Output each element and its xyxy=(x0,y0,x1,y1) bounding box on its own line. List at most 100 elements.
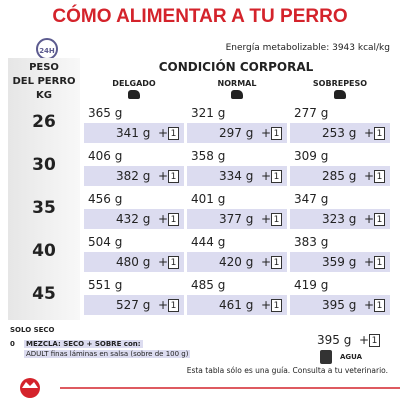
dry-amount: 277 g xyxy=(294,106,329,120)
pouch-icon: 1 xyxy=(168,126,179,140)
cell xyxy=(84,102,184,123)
cell-mix xyxy=(84,208,184,229)
dog-icon xyxy=(128,90,140,99)
pouch-icon: 1 xyxy=(374,255,385,269)
cell xyxy=(290,188,390,209)
cell-mix xyxy=(290,208,390,229)
cell xyxy=(187,188,287,209)
plus: + xyxy=(158,211,169,226)
energy: Energía metabolizable: 3943 kcal/kg xyxy=(225,43,390,53)
weight: 40 xyxy=(32,241,56,261)
pouch-icon: 1 xyxy=(271,169,282,183)
cell-mix xyxy=(187,251,287,272)
logo-crown xyxy=(22,382,38,388)
mix-amount: 253 g xyxy=(322,125,357,140)
mix-amount: 285 g xyxy=(322,168,357,183)
column-header: SOBREPESO xyxy=(312,79,368,88)
plus: + xyxy=(364,211,375,226)
mix-amount: 420 g xyxy=(219,254,254,269)
dry-amount: 456 g xyxy=(88,192,123,206)
pouch-icon: 1 xyxy=(168,298,179,312)
plus: + xyxy=(261,168,272,183)
cell-mix xyxy=(84,251,184,272)
dry-amount: 347 g xyxy=(294,192,329,206)
dry-amount: 444 g xyxy=(191,235,226,249)
cell-mix xyxy=(290,251,390,272)
cell xyxy=(290,231,390,252)
cell xyxy=(187,274,287,295)
pouch-icon: 1 xyxy=(374,212,385,226)
pouch-icon: 1 xyxy=(271,212,282,226)
cell-mix xyxy=(84,165,184,186)
legend-mix-detail: ADULT finas láminas en salsa (sobre de 1… xyxy=(24,350,191,358)
mix-amount: 395 g xyxy=(322,297,357,312)
dry-amount: 358 g xyxy=(191,149,226,163)
dry-amount: 504 g xyxy=(88,235,123,249)
pouch-icon: 1 xyxy=(369,334,380,347)
cell-mix xyxy=(84,294,184,315)
mix-amount: 461 g xyxy=(219,297,254,312)
weight: 35 xyxy=(32,198,56,218)
cell-mix xyxy=(290,122,390,143)
weight: 26 xyxy=(32,112,56,132)
pouch-icon: 1 xyxy=(271,298,282,312)
legend-dry: SOLO SECO xyxy=(10,326,55,334)
mix-amount: 480 g xyxy=(116,254,151,269)
clock-icon: 24H xyxy=(36,38,58,60)
pouch-icon: 1 xyxy=(374,298,385,312)
plus: + xyxy=(261,254,272,269)
cell xyxy=(84,188,184,209)
pouch-icon: 1 xyxy=(374,169,385,183)
cell xyxy=(84,231,184,252)
mix-amount: 341 g xyxy=(116,125,151,140)
mix-amount: 382 g xyxy=(116,168,151,183)
plus: + xyxy=(158,168,169,183)
plus: + xyxy=(158,125,169,140)
plus: + xyxy=(158,297,169,312)
mix-amount: 395 g xyxy=(317,333,352,347)
pouch-icon: 1 xyxy=(374,126,385,140)
column-header: DELGADO xyxy=(112,79,156,88)
legend-mix: MEZCLA: SECO + SOBRE con: xyxy=(24,340,143,348)
dry-amount: 365 g xyxy=(88,106,123,120)
dog-icon xyxy=(334,90,346,99)
dog-icon xyxy=(231,90,243,99)
weight-header: KG xyxy=(36,90,52,101)
mix-amount: 334 g xyxy=(219,168,254,183)
plus: + xyxy=(364,254,375,269)
mix-amount: 297 g xyxy=(219,125,254,140)
cell xyxy=(290,102,390,123)
dry-amount: 401 g xyxy=(191,192,226,206)
weight: 45 xyxy=(32,284,56,304)
cell xyxy=(290,145,390,166)
column-header: NORMAL xyxy=(217,79,257,88)
title: CÓMO ALIMENTAR A TU PERRO xyxy=(52,6,348,27)
logo-strip xyxy=(20,378,400,398)
dry-amount: 485 g xyxy=(191,278,226,292)
cell xyxy=(290,274,390,295)
cell-mix xyxy=(84,122,184,143)
pouch-icon: 1 xyxy=(271,126,282,140)
pouch-icon: 1 xyxy=(271,255,282,269)
weight-header: DEL PERRO xyxy=(12,76,76,87)
weight: 30 xyxy=(32,155,56,175)
cell xyxy=(84,274,184,295)
plus: + xyxy=(359,333,370,347)
plus: + xyxy=(261,211,272,226)
cell-mix xyxy=(290,165,390,186)
mix-amount: 323 g xyxy=(322,211,357,226)
pouch-icon: 1 xyxy=(168,169,179,183)
dry-amount: 551 g xyxy=(88,278,123,292)
dry-amount: 383 g xyxy=(294,235,329,249)
plus: + xyxy=(364,297,375,312)
legend-zero: 0 xyxy=(10,340,15,348)
legend-water: AGUA xyxy=(340,353,363,361)
faucet-icon xyxy=(320,350,332,364)
condition-header: CONDICIÓN CORPORAL xyxy=(158,60,314,74)
mix-amount: 432 g xyxy=(116,211,151,226)
cell xyxy=(187,145,287,166)
cell xyxy=(84,145,184,166)
mix-amount: 527 g xyxy=(116,297,151,312)
mix-amount: 377 g xyxy=(219,211,254,226)
